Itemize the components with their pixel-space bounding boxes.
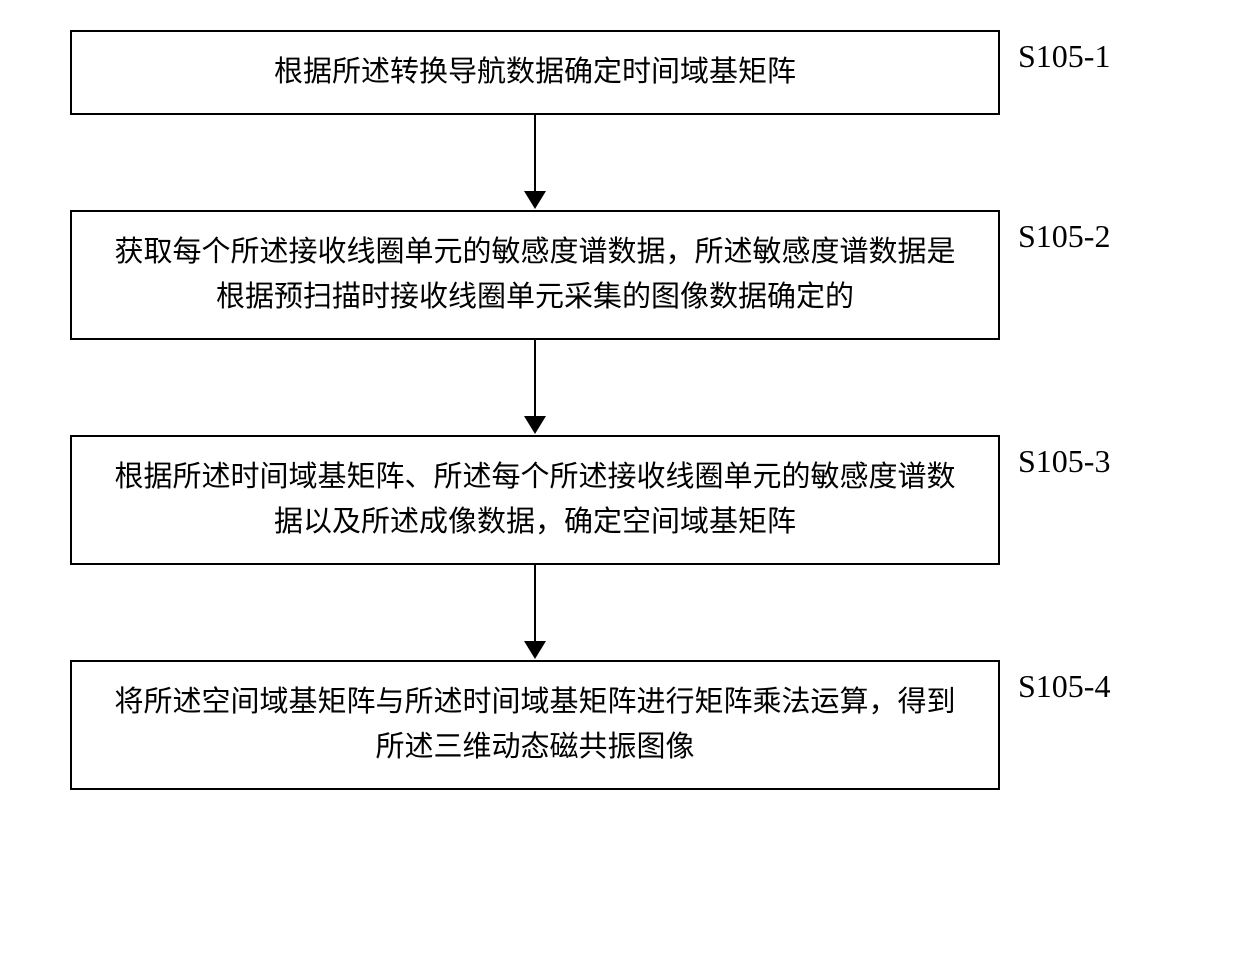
arrow-down-icon [523, 115, 547, 210]
step-label-4: S105-4 [1018, 668, 1110, 705]
flowchart-container: 根据所述转换导航数据确定时间域基矩阵 S105-1 获取每个所述接收线圈单元的敏… [70, 30, 1170, 790]
step-box-1: 根据所述转换导航数据确定时间域基矩阵 [70, 30, 1000, 115]
arrow-2 [70, 340, 1000, 435]
step-box-2: 获取每个所述接收线圈单元的敏感度谱数据，所述敏感度谱数据是根据预扫描时接收线圈单… [70, 210, 1000, 340]
arrow-1 [70, 115, 1000, 210]
step-row-3: 根据所述时间域基矩阵、所述每个所述接收线圈单元的敏感度谱数据以及所述成像数据，确… [70, 435, 1170, 565]
step-label-1: S105-1 [1018, 38, 1110, 75]
arrow-down-icon [523, 340, 547, 435]
step-box-3: 根据所述时间域基矩阵、所述每个所述接收线圈单元的敏感度谱数据以及所述成像数据，确… [70, 435, 1000, 565]
step-box-4: 将所述空间域基矩阵与所述时间域基矩阵进行矩阵乘法运算，得到所述三维动态磁共振图像 [70, 660, 1000, 790]
step-row-4: 将所述空间域基矩阵与所述时间域基矩阵进行矩阵乘法运算，得到所述三维动态磁共振图像… [70, 660, 1170, 790]
arrow-3 [70, 565, 1000, 660]
step-row-1: 根据所述转换导航数据确定时间域基矩阵 S105-1 [70, 30, 1170, 115]
step-label-3: S105-3 [1018, 443, 1110, 480]
step-label-2: S105-2 [1018, 218, 1110, 255]
step-row-2: 获取每个所述接收线圈单元的敏感度谱数据，所述敏感度谱数据是根据预扫描时接收线圈单… [70, 210, 1170, 340]
arrow-down-icon [523, 565, 547, 660]
